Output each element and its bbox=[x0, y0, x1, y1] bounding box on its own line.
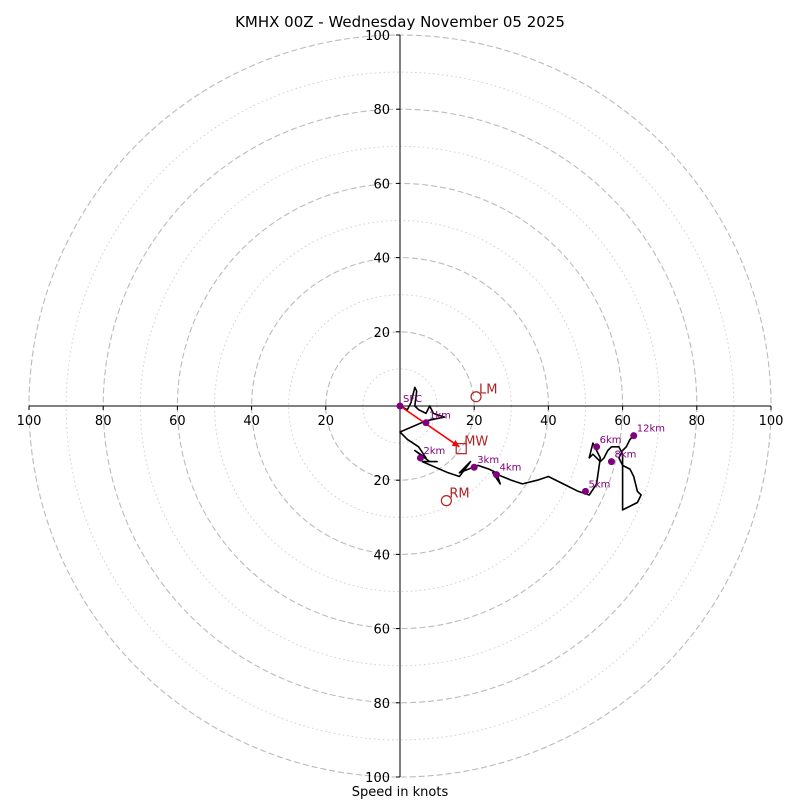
x-tick-label: 20 bbox=[318, 414, 335, 429]
height-marker-3km bbox=[470, 463, 478, 471]
y-tick-label: 60 bbox=[373, 177, 390, 192]
height-marker-4km bbox=[492, 471, 500, 479]
x-tick-label: 40 bbox=[540, 414, 557, 429]
height-label-5km: 5km bbox=[589, 479, 611, 490]
hodograph-trace bbox=[399, 386, 642, 511]
x-tick-label: 20 bbox=[466, 414, 483, 429]
x-tick-label: 100 bbox=[759, 414, 784, 429]
x-tick-label: 60 bbox=[614, 414, 631, 429]
height-label-4km: 4km bbox=[499, 463, 521, 474]
storm-motion-lm bbox=[470, 391, 482, 403]
x-tick-label: 40 bbox=[243, 414, 260, 429]
height-marker-1km bbox=[422, 419, 430, 427]
tick-labels: 100 80 60 40 20 20 40 60 80 100 100 80 60 40 20 20 40 60 8… bbox=[17, 29, 784, 786]
storm-motion-rm bbox=[440, 495, 452, 507]
height-label-1km: 1km bbox=[429, 411, 451, 422]
height-marker-2km bbox=[416, 454, 424, 462]
x-tick-label: 100 bbox=[17, 414, 42, 429]
y-tick-label: 80 bbox=[373, 697, 390, 712]
height-label-8km: 8km bbox=[614, 450, 636, 461]
y-tick-label: 40 bbox=[373, 548, 390, 563]
hodograph-trace-group bbox=[399, 386, 642, 511]
y-tick-label: 20 bbox=[373, 474, 390, 489]
height-marker-5km bbox=[582, 487, 589, 495]
y-tick-label: 100 bbox=[365, 771, 390, 786]
height-marker-12km bbox=[630, 432, 638, 440]
height-label-12km: 12km bbox=[637, 424, 665, 435]
y-tick-label: 100 bbox=[365, 29, 390, 44]
storm-motion-markers: LM RM MW bbox=[440, 383, 498, 507]
height-label-3km: 3km bbox=[477, 455, 499, 466]
shear-vector-line bbox=[399, 405, 460, 448]
height-marker-sfc bbox=[396, 402, 404, 410]
y-tick-label: 40 bbox=[373, 252, 390, 267]
height-label-sfc: SFC bbox=[403, 394, 422, 405]
height-label-2km: 2km bbox=[423, 446, 445, 457]
y-tick-label: 60 bbox=[373, 623, 390, 638]
height-label-6km: 6km bbox=[600, 435, 622, 446]
x-tick-label: 60 bbox=[169, 414, 186, 429]
x-axis-label: Speed in knots bbox=[352, 785, 449, 800]
chart-title: KMHX 00Z - Wednesday November 05 2025 bbox=[235, 13, 565, 31]
shear-vector-group bbox=[399, 405, 460, 448]
x-tick-label: 80 bbox=[689, 414, 706, 429]
storm-motion-label-mw: MW bbox=[464, 435, 488, 450]
y-tick-label: 80 bbox=[373, 103, 390, 118]
storm-motion-label-lm: LM bbox=[479, 383, 497, 398]
height-marker-6km bbox=[593, 443, 601, 451]
storm-motion-mw bbox=[455, 443, 467, 455]
shear-vector-arrowhead bbox=[451, 440, 460, 447]
height-marker-8km bbox=[607, 458, 615, 466]
storm-motion-label-rm: RM bbox=[449, 487, 469, 502]
x-tick-label: 80 bbox=[95, 414, 112, 429]
y-tick-label: 20 bbox=[373, 326, 390, 341]
